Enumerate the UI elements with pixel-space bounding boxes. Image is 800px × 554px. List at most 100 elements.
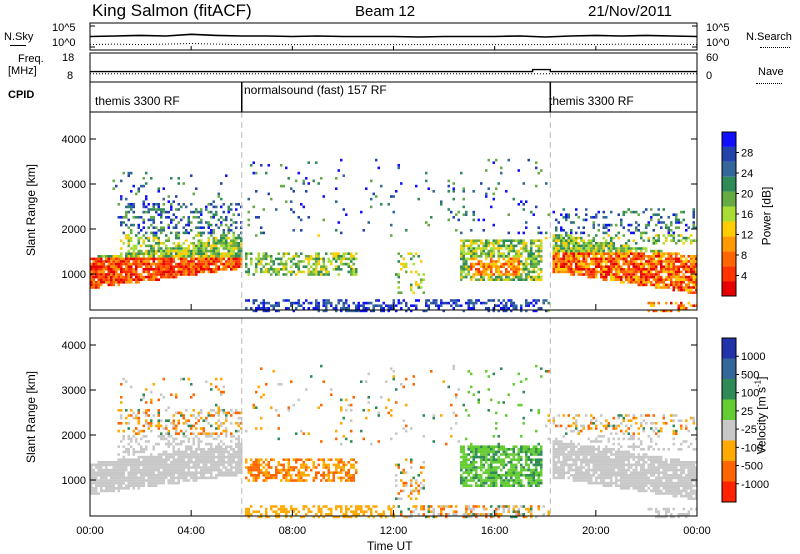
velocity-cell	[195, 455, 198, 459]
velocity-cell	[452, 510, 455, 513]
velocity-cell	[160, 476, 163, 480]
velocity-cell	[235, 455, 238, 459]
velocity-cell	[460, 466, 463, 469]
power-cell	[162, 203, 165, 206]
velocity-cell	[202, 448, 205, 451]
velocity-cell	[217, 411, 220, 415]
power-cell	[170, 208, 173, 211]
velocity-cell	[180, 453, 183, 456]
velocity-cell	[320, 507, 323, 511]
power-cell	[217, 195, 220, 198]
power-cell	[302, 182, 305, 185]
power-cell	[185, 205, 188, 209]
velocity-cell	[185, 448, 188, 451]
power-cell	[502, 299, 505, 302]
power-cell	[460, 239, 463, 242]
power-cell	[565, 249, 568, 253]
power-cell	[592, 275, 595, 279]
power-cell	[495, 187, 498, 190]
power-cell	[285, 260, 288, 263]
power-cell	[555, 260, 558, 263]
power-cell	[670, 301, 673, 305]
power-cell	[90, 275, 93, 279]
power-cell	[335, 200, 338, 203]
power-cell	[635, 257, 638, 261]
power-cell	[457, 210, 460, 214]
velocity-cell	[287, 471, 290, 474]
power-cell	[512, 304, 515, 307]
velocity-cell	[282, 463, 285, 467]
power-cell	[485, 262, 488, 266]
power-cell	[312, 273, 315, 276]
power-cell	[337, 257, 340, 261]
power-cell	[605, 268, 608, 271]
power-cell	[665, 236, 668, 240]
power-cell	[565, 239, 568, 242]
power-cell	[377, 299, 380, 302]
power-cell	[692, 223, 695, 227]
power-cell	[195, 226, 198, 229]
velocity-cell	[172, 450, 175, 454]
power-cell	[557, 247, 560, 250]
power-cell	[120, 262, 123, 266]
power-cell	[695, 257, 698, 261]
power-cell	[317, 270, 320, 274]
velocity-cell	[290, 505, 293, 508]
power-cell	[640, 262, 643, 266]
power-cell	[222, 262, 225, 266]
velocity-cell	[222, 422, 225, 425]
power-cell	[582, 260, 585, 263]
power-cell	[222, 229, 225, 232]
power-cell	[295, 252, 298, 255]
velocity-cell	[277, 515, 280, 519]
freq-right-tick-bottom: 0	[706, 70, 713, 82]
power-cell	[637, 257, 640, 261]
velocity-cell	[107, 468, 110, 472]
velocity-cell	[220, 455, 223, 459]
power-cell	[507, 262, 510, 266]
power-cell	[237, 236, 240, 240]
velocity-cell	[110, 474, 113, 477]
power-cell	[655, 309, 658, 313]
power-cell	[577, 249, 580, 253]
velocity-cell	[402, 484, 405, 487]
power-cell	[492, 265, 495, 268]
power-cell	[205, 208, 208, 211]
power-cell	[525, 275, 528, 279]
power-cell	[370, 179, 373, 183]
power-cell	[237, 255, 240, 258]
velocity-cell	[102, 461, 105, 464]
velocity-cell	[212, 466, 215, 469]
power-cell	[200, 262, 203, 266]
power-cell	[125, 252, 128, 255]
velocity-cell	[312, 476, 315, 480]
power-cell	[135, 268, 138, 271]
power-cell	[175, 223, 178, 227]
power-cell	[665, 275, 668, 279]
velocity-cell	[175, 411, 178, 415]
cpid-panel	[89, 81, 698, 113]
power-cell	[497, 260, 500, 263]
velocity-cell	[320, 479, 323, 482]
power-cell	[585, 268, 588, 271]
power-cell	[642, 281, 645, 284]
velocity-cell	[172, 424, 175, 428]
power-cell	[345, 299, 348, 302]
power-cell	[100, 268, 103, 271]
power-cell	[610, 247, 613, 250]
power-cell	[312, 307, 315, 310]
power-cell	[642, 270, 645, 274]
power-cell	[172, 200, 175, 203]
power-cell	[535, 260, 538, 263]
velocity-cell	[395, 388, 398, 391]
power-cell	[315, 161, 318, 164]
velocity-cell	[270, 466, 273, 469]
power-cell	[537, 171, 540, 175]
velocity-cell	[122, 437, 125, 441]
power-cell	[585, 260, 588, 263]
power-cell	[672, 231, 675, 235]
velocity-cell	[172, 468, 175, 472]
power-cell	[502, 252, 505, 255]
power-cell	[195, 244, 198, 248]
velocity-cell	[167, 471, 170, 474]
